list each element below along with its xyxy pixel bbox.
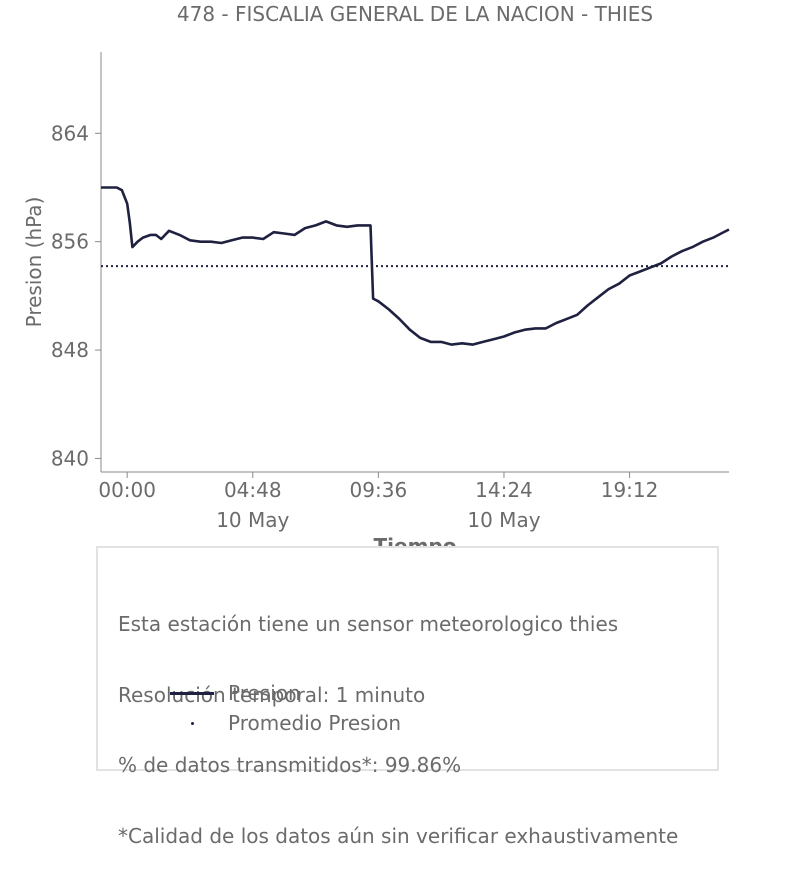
info-line-resolution: Resolución temporal: 1 minuto: [118, 682, 426, 707]
info-line-quality: *Calidad de los datos aún sin verificar …: [118, 823, 679, 848]
x-tick-label: 04:48: [224, 478, 282, 502]
legend-label-presion: Presion: [228, 681, 301, 705]
y-tick-label: 840: [51, 446, 89, 470]
x-tick-label: 19:12: [601, 478, 659, 502]
legend-line-swatch: [170, 692, 214, 695]
x-tick-date-label: 10 May: [467, 508, 540, 532]
legend-label-promedio: Promedio Presion: [228, 711, 402, 735]
info-line-sensor: Esta estación tiene un sensor meteorolog…: [118, 612, 619, 636]
info-box: Esta estación tiene un sensor meteorolog…: [96, 546, 719, 847]
y-tick-label: 848: [51, 338, 89, 362]
x-tick-label: 09:36: [350, 478, 408, 502]
y-axis-label: Presion (hPa): [22, 197, 46, 328]
series-line-presion: [101, 186, 730, 346]
chart-title: 478 - FISCALIA GENERAL DE LA NACION - TH…: [177, 2, 653, 26]
x-tick-label: 00:00: [98, 478, 156, 502]
y-tick-label: 856: [51, 230, 89, 254]
x-tick-date-label: 10 May: [216, 508, 289, 532]
legend-dot-swatch: [191, 722, 194, 725]
y-tick-label: 864: [51, 121, 89, 145]
info-line-transmitted: % de datos transmitidos*: 99.86%: [118, 753, 462, 777]
chart: 478 - FISCALIA GENERAL DE LA NACION - TH…: [22, 2, 730, 558]
plot-area: 840 848 856 864 00:00 04:48 10 May 09:36 14:24 10…: [51, 52, 730, 532]
x-tick-label: 14:24: [475, 478, 533, 502]
